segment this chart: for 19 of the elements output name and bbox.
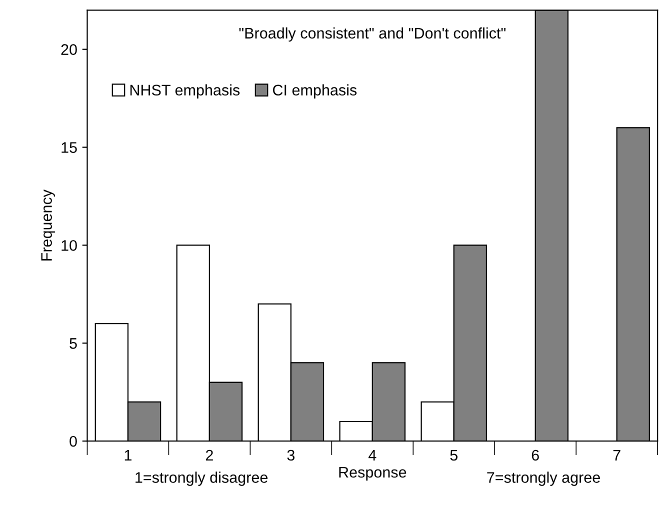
y-tick-label: 20 — [61, 44, 77, 56]
y-tick-label: 15 — [62, 142, 77, 153]
x-tick-label: 3 — [287, 450, 295, 461]
x-tick-label: 6 — [532, 450, 539, 461]
y-tick-label: 10 — [62, 240, 77, 251]
x-tick-label: 4 — [368, 450, 376, 460]
legend-label: CI emphasis — [273, 84, 357, 99]
y-axis-title: Frequency — [41, 190, 55, 260]
x-axis-title: Response — [339, 467, 406, 481]
y-tick-label: 0 — [70, 436, 77, 447]
y-tick-label: 5 — [70, 338, 77, 349]
x-tick-label: 1 — [124, 450, 132, 460]
text: 7=strongly agree — [487, 472, 600, 486]
x-tick-label: 5 — [450, 450, 458, 461]
text: "Broadly consistent" and "Don't conflict" — [239, 27, 506, 42]
x-tick-label: 7 — [613, 450, 620, 460]
text: 1=strongly disagree — [136, 472, 268, 486]
x-tick-label: 2 — [206, 450, 213, 460]
legend-label: NHST emphasis — [130, 84, 240, 99]
